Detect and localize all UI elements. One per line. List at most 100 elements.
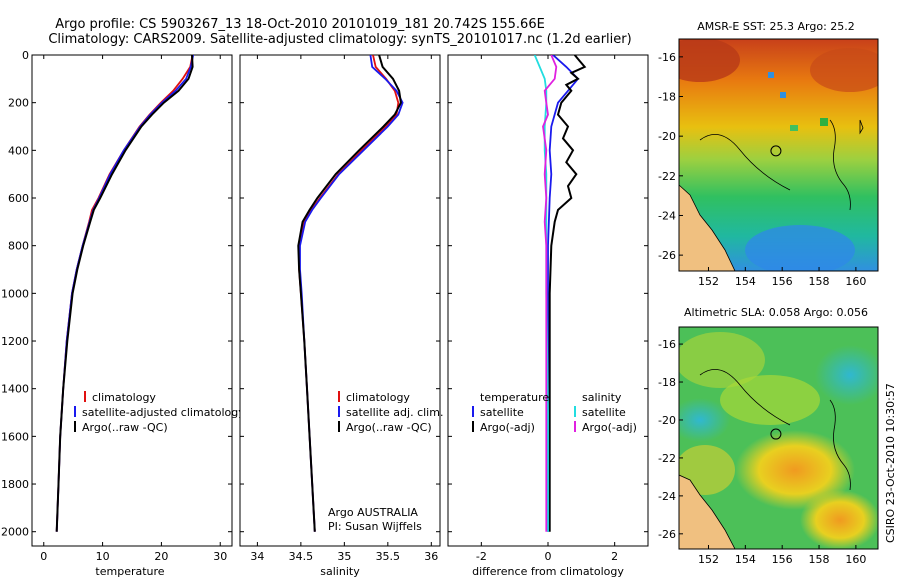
depth-tick-label: 1600 (1, 430, 29, 443)
temperature-xlabel: temperature (95, 565, 164, 578)
sst-map: AMSR-E SST: 25.3 Argo: 25.2 152 154 156 158… (658, 20, 879, 288)
temperature-series (55, 55, 195, 532)
csiro-timestamp: CSIRO 23-Oct-2010 10:30:57 (884, 383, 897, 543)
figure-title-line1: Argo profile: CS 5903267_13 18-Oct-2010 … (55, 17, 545, 32)
sla-patch (679, 445, 735, 495)
series-line-argo-raw-qc- (55, 55, 194, 532)
salinity-axes-frame (239, 54, 441, 547)
salinity-x-axis: 34 34.5 35 35.5 36 (250, 55, 438, 563)
series-line-temperature-argo-adj- (548, 55, 587, 532)
sla-low-patch (679, 398, 730, 442)
sst-pixel (790, 125, 798, 131)
salinity-legend: climatology satellite adj. clim. Argo(..… (338, 391, 443, 434)
pi-label: PI: Susan Wijffels (328, 520, 422, 533)
depth-tick-label: 2000 (1, 526, 29, 539)
sla-patch (679, 332, 765, 388)
map-y-tick-label: -20 (658, 414, 676, 427)
sst-map-title: AMSR-E SST: 25.3 Argo: 25.2 (697, 20, 855, 33)
sst-warm-core (679, 39, 740, 82)
sla-reef-contour (829, 399, 851, 491)
map-x-tick-label: 156 (772, 553, 793, 566)
difference-series (533, 55, 587, 532)
difference-panel: -2 0 2 difference from climatology tempera… (447, 54, 649, 578)
depth-tick-label: 400 (8, 144, 29, 157)
legend-label-temp-argo: Argo(-adj) (480, 421, 535, 434)
sst-land (679, 184, 736, 271)
sla-map-title: Altimetric SLA: 0.058 Argo: 0.056 (684, 306, 868, 319)
x-tick-label: 34 (250, 550, 264, 563)
sst-reef-contour (829, 119, 851, 211)
series-line-argo-raw-qc- (297, 55, 402, 532)
argo-profile-marker (770, 145, 782, 157)
sla-map-frame (678, 326, 879, 550)
difference-legend: temperature satellite Argo(-adj) salinit… (472, 391, 637, 434)
sst-map-ticks: 152 154 156 158 160 -16 -18 -20 -22 -24 -26 (658, 51, 866, 288)
depth-axis: 0 200 400 600 800 1000 1200 1400 1600 1800 2000 (1, 49, 232, 539)
x-tick-label: 34.5 (289, 550, 314, 563)
x-tick-label: 36 (424, 550, 438, 563)
map-y-tick-label: -26 (658, 249, 676, 262)
map-x-tick-label: 152 (698, 553, 719, 566)
legend-label-climatology: climatology (346, 391, 410, 404)
map-x-tick-label: 160 (845, 553, 866, 566)
x-tick-label: 2 (611, 550, 618, 563)
legend-label-argo: Argo(..raw -QC) (82, 421, 168, 434)
legend-label-satellite: satellite adj. clim. (346, 406, 443, 419)
sla-low-patch (815, 345, 878, 405)
temperature-x-axis: 0 10 20 30 (40, 55, 227, 563)
depth-tick-label: 1200 (1, 335, 29, 348)
sst-pixel (768, 72, 774, 78)
argo-profile-marker (770, 428, 782, 440)
map-y-tick-label: -24 (658, 490, 676, 503)
map-y-tick-label: -26 (658, 528, 676, 541)
depth-tick-label: 1800 (1, 478, 29, 491)
salinity-xlabel: salinity (320, 565, 360, 578)
map-x-tick-label: 154 (735, 553, 756, 566)
x-tick-label: 10 (96, 550, 110, 563)
map-y-tick-label: -24 (658, 209, 676, 222)
depth-tick-label: 1000 (1, 287, 29, 300)
sla-patch (720, 375, 820, 425)
x-tick-label: 35 (337, 550, 351, 563)
map-x-tick-label: 158 (809, 275, 830, 288)
sla-high-patch (735, 430, 855, 510)
sla-reef-contour (699, 368, 791, 426)
legend-label-satellite: satellite-adjusted climatology (82, 406, 245, 419)
sla-map-ticks: 152 154 156 158 160 -16 -18 -20 -22 -24 -26 (658, 338, 866, 566)
map-y-tick-label: -20 (658, 130, 676, 143)
sst-pixel (780, 92, 786, 98)
sst-pixel (820, 118, 828, 126)
legend-label-salinity: salinity (582, 391, 622, 404)
salinity-series (297, 55, 404, 532)
legend-label-temp-satellite: satellite (480, 406, 524, 419)
map-x-tick-label: 160 (845, 275, 866, 288)
map-y-tick-label: -16 (658, 51, 676, 64)
temperature-axes-frame (31, 54, 233, 547)
legend-label-sal-argo: Argo(-adj) (582, 421, 637, 434)
sla-map-field (679, 327, 878, 549)
x-tick-label: 30 (213, 550, 227, 563)
sst-reef-contour (859, 119, 864, 135)
sst-reef-contour (699, 133, 791, 191)
map-x-tick-label: 152 (698, 275, 719, 288)
sla-map: Altimetric SLA: 0.058 Argo: 0.056 152 154… (658, 306, 879, 566)
sla-high-patch (800, 490, 878, 549)
temperature-panel: 0 200 400 600 800 1000 1200 1400 1600 1800 2000 0 1… (1, 49, 245, 578)
x-tick-label: 20 (154, 550, 168, 563)
map-y-tick-label: -18 (658, 376, 676, 389)
legend-label-temperature: temperature (480, 391, 549, 404)
map-y-tick-label: -18 (658, 91, 676, 104)
depth-tick-label: 0 (22, 49, 29, 62)
map-y-tick-label: -22 (658, 452, 676, 465)
map-x-tick-label: 158 (809, 553, 830, 566)
map-x-tick-label: 156 (772, 275, 793, 288)
salinity-y-ticks (240, 54, 440, 533)
x-tick-label: 0 (40, 550, 47, 563)
argo-program-label: Argo AUSTRALIA (328, 506, 418, 519)
legend-label-argo: Argo(..raw -QC) (346, 421, 432, 434)
map-y-tick-label: -22 (658, 170, 676, 183)
sst-map-field (679, 39, 878, 271)
depth-tick-label: 800 (8, 240, 29, 253)
difference-xlabel: difference from climatology (472, 565, 624, 578)
